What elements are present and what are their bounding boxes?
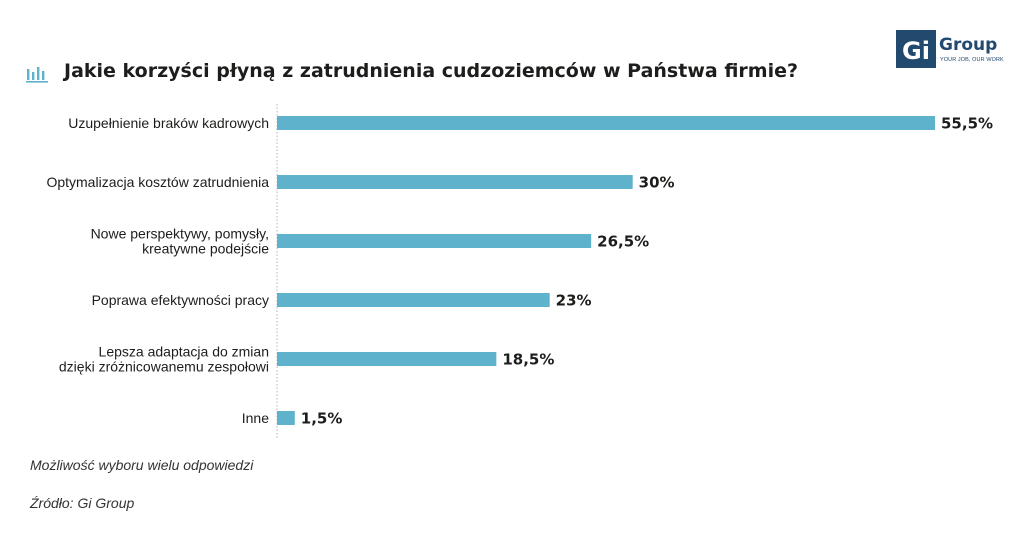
value-label: 1,5%	[301, 410, 343, 428]
value-label: 55,5%	[941, 115, 993, 133]
brand-logo: Gi Group YOUR JOB, OUR WORK	[896, 30, 1004, 70]
category-label: Lepsza adaptacja do zmian dzięki zróżnico…	[59, 344, 269, 375]
bar	[277, 293, 550, 307]
value-label: 23%	[556, 292, 592, 310]
bar	[277, 116, 935, 130]
gi-logo-mark: Gi	[896, 30, 936, 68]
category-label: Optymalizacja kosztów zatrudnienia	[46, 174, 269, 190]
value-label: 30%	[639, 174, 675, 192]
bar	[277, 411, 295, 425]
multiple-choice-note: Możliwość wyboru wielu odpowiedzi	[30, 457, 254, 473]
bar-chart: Uzupełnienie braków kadrowych 55,5% Optyma…	[46, 104, 993, 440]
logo-mark-text: Gi	[902, 37, 930, 65]
category-label: Inne	[242, 410, 269, 426]
category-label: Nowe perspektywy, pomysły, kreatywne pode…	[91, 226, 270, 257]
bar	[277, 175, 633, 189]
bar	[277, 234, 592, 248]
bar-chart-icon	[26, 67, 48, 83]
source-note: Źródło: Gi Group	[30, 495, 135, 511]
logo-tagline: YOUR JOB, OUR WORK	[940, 57, 1004, 63]
value-label: 18,5%	[502, 351, 554, 369]
bar	[277, 352, 497, 366]
category-label: Poprawa efektywności pracy	[92, 292, 269, 308]
page-title: Jakie korzyści płyną z zatrudnienia cudz…	[64, 60, 798, 82]
value-label: 26,5%	[597, 233, 649, 251]
logo-name: Group	[939, 35, 998, 55]
category-label: Uzupełnienie braków kadrowych	[68, 115, 269, 131]
